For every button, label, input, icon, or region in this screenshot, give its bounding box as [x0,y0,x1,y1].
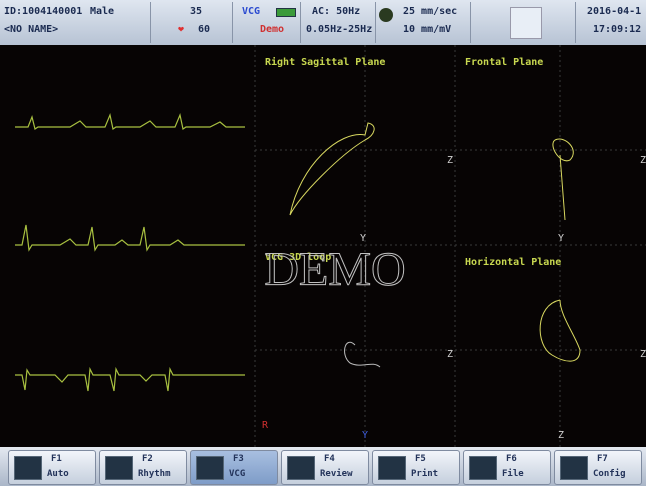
status: Demo [260,24,285,35]
axis-label: Z [447,155,453,166]
axis-label: Y [362,430,368,441]
button-label: Review [320,469,353,479]
demographics-cell: Male 35 ❤ 60 [90,2,233,43]
button-key: F5 [415,454,426,464]
button-icon [287,456,315,480]
battery [276,8,296,17]
axis-labels: Z Y Z Z Y Z Z R Y [262,155,646,441]
axis-label: R [262,420,269,431]
button-key: F6 [506,454,517,464]
button-icon [469,456,497,480]
panel-title: Right Sagittal Plane [265,56,385,68]
icon-cell [470,2,576,43]
time: 17:09:12 [593,24,642,35]
signal-icon [510,7,542,39]
vcg-loops [289,122,581,368]
axis-label: Z [447,349,453,360]
status-bar: ID:1004140001 <NO NAME> Male 35 ❤ 60 VCG… [0,0,646,45]
bandpass: 0.05Hz-25Hz [306,24,373,35]
button-icon [196,456,224,480]
toolbar: F1 Auto F2 Rhythm F3 VCG F4 Review F5 Print F6 File… [0,447,646,486]
panel-title: Frontal Plane [465,57,543,68]
button-key: F7 [597,454,608,464]
button-icon [378,456,406,480]
watermark: DEMO [264,243,405,296]
background [0,45,646,447]
electrode-icon [379,8,393,22]
axis-label: Z [640,349,646,360]
button-key: F2 [142,454,153,464]
ac-filter: AC: 50Hz [312,6,361,17]
button-icon [105,456,133,480]
toolbar-button[interactable]: F4 Review [281,450,369,485]
toolbar-button[interactable]: F7 Config [554,450,642,485]
button-key: F3 [233,454,244,464]
button-label: VCG [229,469,246,479]
grid [254,45,646,447]
toolbar-button[interactable]: F6 File [463,450,551,485]
mode: VCG [242,6,261,17]
button-icon [560,456,588,480]
axis-label: Y [558,233,564,244]
panel-title: VCG 3D loop [265,252,331,263]
toolbar-button[interactable]: F5 Print [372,450,460,485]
panel-title: Horizontal Plane [465,256,561,268]
display: Right Sagittal Plane Frontal Plane VCG 3… [0,45,646,447]
button-label: Rhythm [138,469,171,479]
button-key: F4 [324,454,335,464]
heart-icon: ❤ [178,24,185,35]
button-label: Config [593,469,626,479]
button-key: F1 [51,454,62,464]
gain: 10 mm/mV [403,24,452,35]
patient-id: ID:1004140001 [4,6,83,17]
panel-titles: Right Sagittal Plane Frontal Plane VCG 3… [265,56,561,268]
patient-name: <NO NAME> [4,24,59,35]
speed-cell: 25 mm/sec 10 mm/mV [375,2,471,43]
toolbar-button[interactable]: F1 Auto [8,450,96,485]
speed: 25 mm/sec [403,6,458,17]
mode-cell: VCG Demo [232,2,301,43]
ecg-traces [15,112,245,392]
axis-label: Z [558,430,564,441]
button-label: Print [411,469,439,479]
date: 2016-04-1 [587,6,642,17]
button-icon [14,456,42,480]
filter-cell: AC: 50Hz 0.05Hz-25Hz [300,2,376,43]
toolbar-button[interactable]: F3 VCG [190,450,278,485]
clock-cell: 2016-04-1 17:09:12 [575,2,646,43]
toolbar-button[interactable]: F2 Rhythm [99,450,187,485]
sex: Male [90,6,115,17]
heart-rate: 60 [198,24,211,35]
axis-label: Y [360,233,366,244]
age: 35 [190,6,203,17]
axis-label: Z [640,155,646,166]
button-label: File [502,469,524,479]
button-label: Auto [47,469,69,479]
patient-cell: ID:1004140001 <NO NAME> [0,2,151,43]
